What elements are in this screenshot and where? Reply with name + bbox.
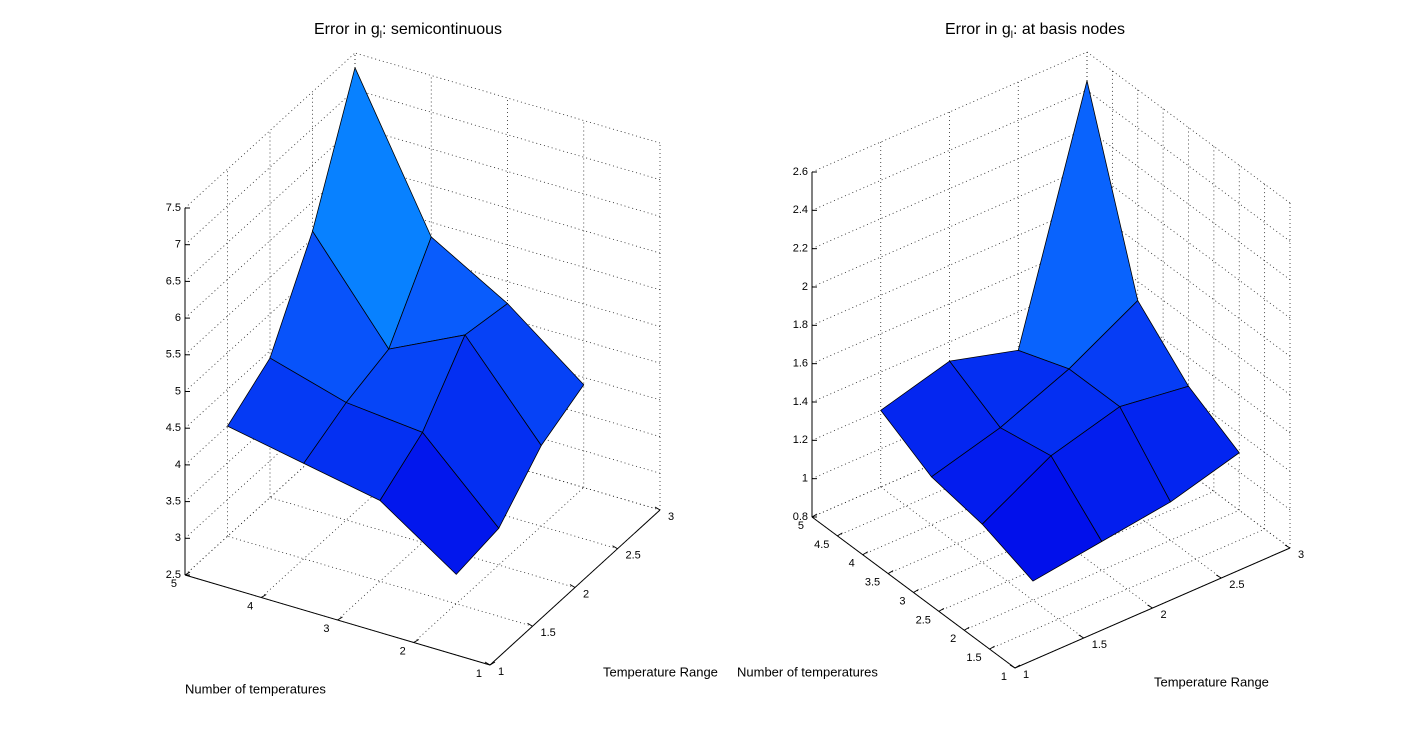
tick-mark (811, 513, 818, 518)
y-tick-label: 4 (247, 600, 253, 612)
grid-line (354, 52, 661, 144)
y-axis-label: Number of temperatures (737, 664, 878, 679)
y-tick-label: 1.5 (966, 652, 981, 664)
tick-mark (527, 622, 533, 627)
axis-line (1014, 547, 1291, 669)
chart: Error in gl: semicontinuous 2.5 3 3.5 4 4.5 5 5… (166, 21, 718, 696)
x-tick-label: 2.5 (1229, 579, 1244, 591)
tick-mark (989, 645, 995, 650)
x-tick-label: 1 (498, 666, 504, 678)
z-tick-label: 7 (175, 239, 181, 251)
axis-line (811, 516, 1016, 669)
z-tick-label: 3 (175, 532, 181, 544)
tick-mark (963, 626, 970, 631)
y-tick-label: 3.5 (865, 577, 880, 589)
title-text: : at basis nodes (1013, 21, 1125, 38)
chart-title: Error in gl: semicontinuous (314, 21, 502, 41)
z-tick-label: 5 (175, 385, 181, 397)
tick-mark (654, 506, 661, 511)
z-tick-label: 2.5 (166, 569, 181, 581)
tick-mark (1215, 574, 1222, 579)
z-tick-label: 1.4 (793, 396, 808, 408)
tick-mark (837, 532, 843, 537)
z-tick-label: 7.5 (166, 202, 181, 214)
z-tick-label: 1.2 (793, 434, 808, 446)
z-tick-label: 6.5 (166, 275, 181, 287)
x-tick-label: 2 (583, 588, 589, 600)
z-tick-label: 2.4 (793, 204, 808, 216)
tick-mark (413, 639, 420, 643)
z-tick-label: 4.5 (166, 422, 181, 434)
grid-line (227, 535, 533, 627)
axis-line (184, 574, 491, 666)
axis-line (489, 509, 661, 666)
z-tick-label: 4 (175, 459, 181, 471)
grid-line (354, 89, 661, 181)
z-tick-label: 2.2 (793, 243, 808, 255)
x-tick-label: 3 (668, 511, 674, 523)
z-tick-label: 3.5 (166, 496, 181, 508)
x-axis-label: Temperature Range (603, 664, 718, 679)
z-tick-label: 0.8 (793, 511, 808, 523)
title-text: Error in g (314, 21, 380, 38)
tick-mark (337, 616, 343, 621)
y-axis-label: Number of temperatures (185, 681, 326, 696)
y-tick-label: 4.5 (814, 539, 829, 551)
title-subscript: l (1011, 30, 1013, 41)
z-tick-label: 1.6 (793, 358, 808, 370)
y-tick-label: 2 (950, 633, 956, 645)
tick-mark (887, 570, 894, 575)
y-tick-label: 3 (899, 595, 905, 607)
y-tick-label: 3 (323, 623, 329, 635)
x-axis-label: Temperature Range (1154, 674, 1269, 689)
z-tick-label: 1.8 (793, 319, 808, 331)
title-text: : semicontinuous (382, 21, 502, 38)
tick-mark (1284, 544, 1291, 549)
x-tick-label: 1 (1023, 669, 1029, 681)
tick-mark (184, 571, 191, 576)
tick-mark (862, 551, 869, 556)
y-tick-label: 1 (1001, 671, 1007, 683)
chart: Error in gl: at basis nodes 0.8 1 1.2 1.4 1.6… (737, 21, 1304, 689)
y-tick-label: 1 (476, 668, 482, 680)
tick-mark (913, 589, 919, 593)
tick-mark (1147, 604, 1153, 609)
x-tick-label: 3 (1298, 549, 1304, 561)
z-tick-label: 1 (802, 473, 808, 485)
tick-mark (569, 584, 576, 588)
y-tick-label: 2.5 (916, 614, 931, 626)
surface-face (379, 431, 500, 575)
surface-face (981, 455, 1103, 582)
tick-mark (1078, 634, 1085, 639)
y-tick-label: 2 (400, 645, 406, 657)
z-tick-label: 2.6 (793, 166, 808, 178)
title-text: Error in g (945, 21, 1011, 38)
z-tick-label: 5.5 (166, 349, 181, 361)
x-tick-label: 1.5 (541, 627, 556, 639)
x-tick-label: 1.5 (1092, 639, 1107, 651)
title-subscript: l (380, 30, 382, 41)
chart-title: Error in gl: at basis nodes (945, 21, 1125, 41)
x-tick-label: 2 (1161, 609, 1167, 621)
tick-mark (938, 607, 945, 612)
tick-mark (260, 594, 267, 598)
y-tick-label: 4 (849, 558, 855, 570)
tick-mark (612, 545, 618, 550)
y-tick-label: 5 (171, 578, 177, 590)
x-tick-label: 2.5 (626, 550, 641, 562)
z-tick-label: 2 (802, 281, 808, 293)
y-tick-label: 5 (798, 520, 804, 532)
z-tick-label: 6 (175, 312, 181, 324)
